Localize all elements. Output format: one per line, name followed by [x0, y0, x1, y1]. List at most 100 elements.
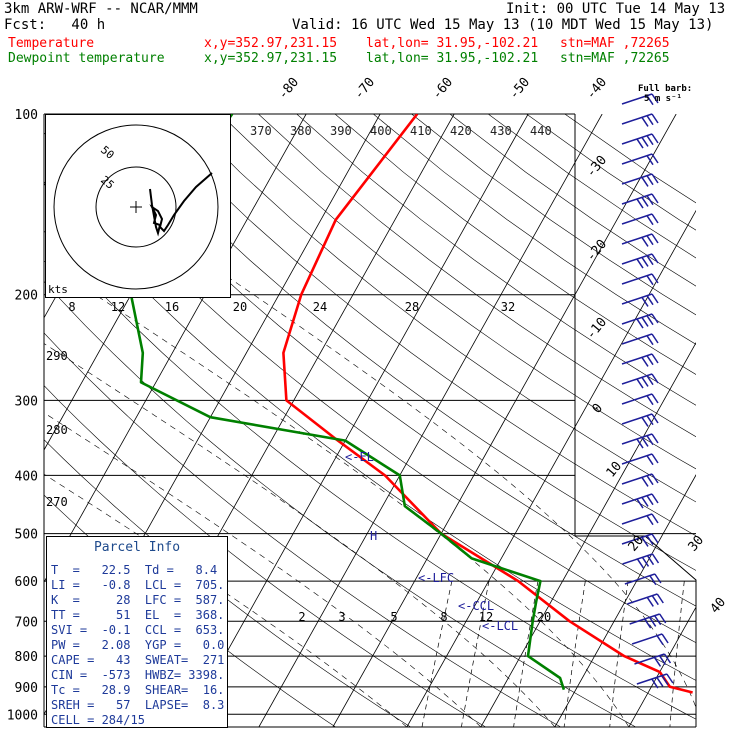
wind-barb	[621, 373, 659, 389]
temp-legend: Temperature	[8, 36, 95, 51]
wind-barb-flag	[636, 138, 644, 149]
dry-adiabat-line	[44, 385, 486, 727]
wind-barb-flag	[641, 296, 649, 307]
parcel-info-title: Parcel Info	[93, 540, 181, 555]
wind-barb	[621, 533, 659, 547]
level-marker-h: H	[370, 529, 377, 543]
wind-barb	[629, 613, 667, 629]
wind-barb-flag	[646, 395, 654, 406]
wind-barb-shaft	[621, 133, 653, 145]
wind-barb-flag	[651, 333, 659, 344]
wind-barb-flag	[651, 213, 659, 224]
parcel-row: TT = 51 EL = 368.	[51, 608, 225, 622]
wind-barb-flag	[641, 416, 649, 427]
isotherm-tick-label: -20	[584, 237, 611, 265]
dry-adiabat-line	[219, 114, 696, 470]
wind-barb-flag	[636, 258, 644, 269]
parcel-row: T = 22.5 Td = 8.4	[51, 563, 218, 577]
wind-barb-flag	[646, 495, 654, 506]
hodo-units: kts	[48, 283, 68, 296]
isotherm-tick-label: -80	[276, 75, 303, 103]
wind-barb	[621, 193, 659, 209]
wind-barb-shaft	[624, 573, 656, 585]
wind-barb-flag	[646, 155, 654, 166]
dry-adiabat-line	[143, 114, 696, 537]
theta-tick-label: 400	[370, 124, 392, 138]
theta-tick-label: 390	[330, 124, 352, 138]
hodo-axis-tick-label: 12	[111, 300, 125, 314]
wind-barb-flag	[641, 556, 650, 567]
wind-barbs	[621, 93, 674, 689]
wind-barb-flag	[636, 198, 644, 209]
hodo-axis-tick-label: 32	[501, 300, 515, 314]
wind-barb	[621, 233, 659, 247]
isotherm-tick-label: 40	[708, 595, 730, 617]
wind-barb-flag	[651, 373, 659, 384]
pressure-tick-label: 400	[15, 469, 38, 484]
wind-barb-flag	[641, 356, 649, 367]
dry-adiabat-line	[66, 114, 696, 607]
wind-barb-shaft	[621, 453, 653, 465]
pressure-tick-label: 100	[15, 108, 38, 123]
wind-barb	[636, 673, 674, 689]
wind-barb-flag	[636, 378, 644, 389]
hodograph: 50 25 kts	[45, 114, 231, 298]
wind-barb-flag	[646, 435, 654, 446]
wind-barb-shaft	[622, 553, 653, 565]
wind-barb-flag	[646, 295, 654, 306]
wind-barb-flag	[646, 255, 654, 266]
wind-barb-flag	[651, 453, 659, 464]
parcel-row: CAPE = 43 SWEAT= 271	[51, 653, 225, 667]
wind-barb	[621, 353, 659, 367]
dry-adiabat-line	[258, 114, 696, 438]
wind-barb-shaft	[621, 493, 653, 505]
wind-barb-flag	[641, 496, 649, 507]
dry-adiabat-line	[296, 114, 696, 406]
wind-barb-flag	[651, 293, 659, 304]
wind-barb-flag	[651, 393, 659, 404]
mixing-ratio-tick-label: 8	[440, 610, 447, 624]
wind-barb	[621, 273, 659, 286]
wind-barb-flag	[651, 433, 659, 444]
wind-barb-flag	[641, 236, 649, 247]
wind-barb-flag	[646, 375, 654, 386]
wind-barb-flag	[641, 176, 649, 187]
wind-barb	[621, 493, 659, 509]
wind-barb-flag	[651, 253, 659, 264]
parcel-info-panel: Parcel Info T = 22.5 Td = 8.4 LI = -0.8 …	[46, 536, 228, 728]
wind-barb-flag	[641, 116, 649, 127]
wind-barb-shaft	[621, 213, 653, 225]
level-marker-el: <-EL	[345, 450, 374, 464]
wind-barb-flag	[651, 193, 659, 204]
theta-tick-label: 420	[450, 124, 472, 138]
wind-barb-flag	[646, 455, 654, 466]
wind-barb	[621, 133, 659, 149]
wind-barb-flag	[651, 595, 659, 606]
parcel-row: SVI = -0.1 CCL = 653.	[51, 623, 225, 637]
wind-barb-flag	[641, 376, 649, 387]
mixing-ratio-line	[421, 581, 453, 727]
wind-barb	[631, 633, 669, 646]
wind-barb-shaft	[621, 113, 653, 125]
mixing-ratio-tick-label: 20	[537, 610, 551, 624]
model-title: 3km ARW-WRF -- NCAR/MMM	[4, 1, 198, 17]
wind-barb-flag	[646, 335, 654, 346]
wind-barb-flag	[641, 136, 649, 147]
wind-barb-flag	[644, 618, 652, 629]
wind-barb-shaft	[621, 273, 653, 285]
wind-barb	[621, 413, 659, 427]
dew-xy: x,y=352.97,231.15	[204, 51, 338, 66]
hodo-axis-tick-label: 16	[165, 300, 179, 314]
wind-barb-shaft	[621, 533, 653, 545]
wind-barb-flag	[646, 555, 655, 566]
pressure-tick-label: 200	[15, 289, 38, 304]
wind-barb-flag	[646, 415, 654, 426]
wind-barb-flag	[651, 493, 659, 504]
wind-barb	[621, 333, 659, 346]
wind-barb-flag	[636, 498, 644, 509]
wind-barb-flag	[646, 535, 654, 546]
init-time: Init: 00 UTC Tue 14 May 13	[506, 1, 726, 17]
hodo-axis-tick-label: 24	[313, 300, 327, 314]
parcel-row: CIN = -573 HWBZ= 3398.	[51, 668, 225, 682]
dry-adiabat-line	[44, 280, 636, 727]
